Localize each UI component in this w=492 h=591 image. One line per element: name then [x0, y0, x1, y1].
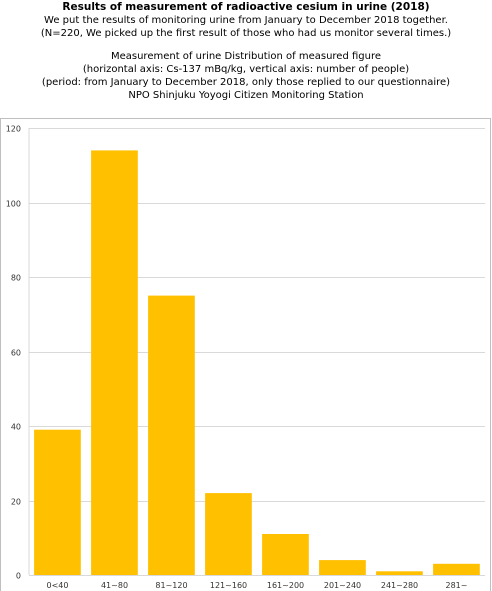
chart-header: Results of measurement of radioactive ce… — [0, 0, 492, 102]
x-tick-label: 121~160 — [210, 581, 247, 590]
bar-6 — [376, 571, 423, 575]
x-axis-ticks: 0<40 41~80 81~120 121~160 161~200 201~240 241~… — [47, 581, 468, 590]
x-tick-label: 81~120 — [155, 581, 187, 590]
bar-3 — [205, 493, 252, 575]
x-tick-label: 281~ — [446, 581, 468, 590]
x-tick-label: 161~200 — [267, 581, 304, 590]
x-tick-label: 0<40 — [47, 581, 69, 590]
bar-2 — [148, 295, 195, 575]
y-tick-label: 100 — [6, 200, 21, 209]
header-line-6: NPO Shinjuku Yoyogi Citizen Monitoring S… — [128, 90, 364, 101]
chart-title: Results of measurement of radioactive ce… — [62, 1, 430, 13]
y-axis-ticks: 0 20 40 60 80 100 120 — [6, 125, 21, 581]
header-line-5: (period: from January to December 2018, … — [41, 77, 451, 88]
bar-chart: 0 20 40 60 80 100 120 0<40 41~80 81~120 121~160 16… — [6, 125, 485, 590]
y-tick-label: 120 — [6, 125, 21, 134]
bar-1 — [91, 150, 138, 575]
x-tick-label: 201~240 — [324, 581, 361, 590]
bar-0 — [34, 429, 81, 575]
y-tick-label: 60 — [11, 349, 21, 358]
x-tick-label: 241~280 — [381, 581, 418, 590]
bar-4 — [262, 534, 309, 575]
y-tick-label: 20 — [11, 498, 21, 507]
x-tick-label: 41~80 — [101, 581, 128, 590]
y-tick-label: 80 — [11, 274, 21, 283]
bar-7 — [433, 563, 480, 575]
header-line-4: (horizontal axis: Cs-137 mBq/kg, vertica… — [82, 64, 410, 75]
header-spacer — [0, 40, 492, 50]
header-line-2: (N=220, We picked up the first result of… — [40, 28, 452, 39]
y-tick-label: 0 — [16, 572, 21, 581]
header-line-1: We put the results of monitoring urine f… — [44, 15, 448, 26]
header-line-3: Measurement of urine Distribution of mea… — [110, 51, 382, 62]
bar-5 — [319, 560, 366, 575]
bars — [34, 150, 480, 575]
y-tick-label: 40 — [11, 423, 21, 432]
